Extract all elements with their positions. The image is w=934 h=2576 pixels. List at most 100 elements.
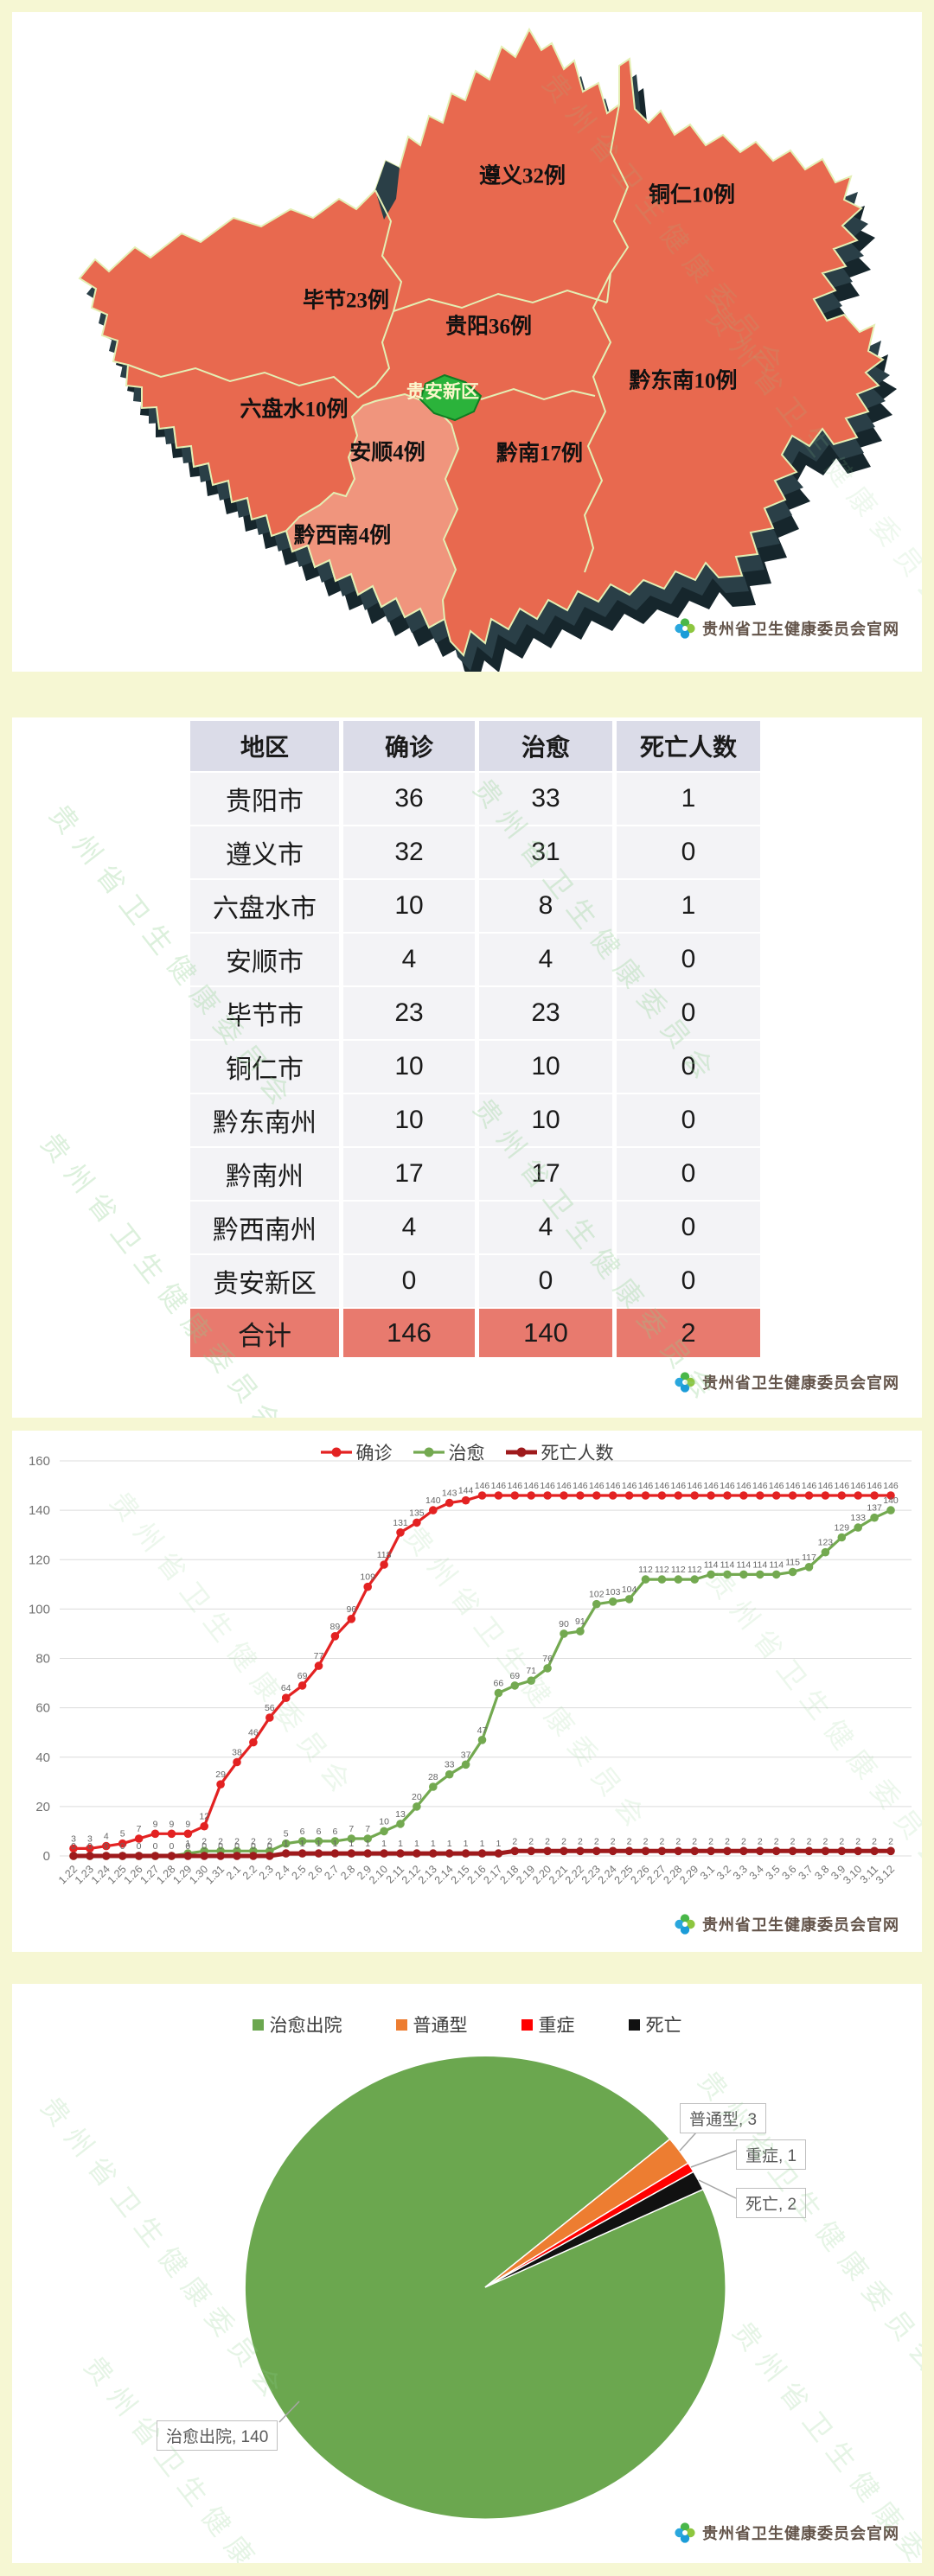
data-point — [707, 1846, 715, 1856]
legend-label: 治愈 — [448, 1444, 485, 1463]
map-region-guian — [419, 373, 483, 422]
data-label: 137 — [867, 1503, 882, 1514]
y-axis-tick-label: 40 — [35, 1750, 50, 1765]
table-cell: 0 — [617, 826, 760, 878]
data-label: 146 — [622, 1481, 637, 1491]
data-point — [477, 1491, 487, 1500]
table-total-cell: 2 — [617, 1309, 760, 1357]
data-point — [494, 1688, 503, 1698]
data-label: 0 — [169, 1841, 174, 1852]
table-cell: 1 — [617, 880, 760, 932]
data-label: 6 — [317, 1827, 322, 1837]
table-total-row: 合计 146 140 2 — [190, 1309, 764, 1357]
data-label: 1 — [381, 1839, 387, 1849]
data-label: 146 — [475, 1481, 490, 1491]
data-point — [347, 1849, 356, 1858]
data-label: 103 — [605, 1587, 621, 1597]
site-watermark: 贵州省卫生健康委员会官网 — [675, 1371, 899, 1393]
legend-item: 普通型 — [395, 2012, 468, 2037]
data-point — [102, 1852, 111, 1860]
pie-callout-death: 死亡, 2 — [736, 2188, 807, 2218]
data-label: 146 — [736, 1481, 752, 1491]
data-label: 146 — [769, 1481, 784, 1491]
x-axis-date-label: 1.31 — [203, 1863, 227, 1886]
site-watermark-label: 贵州省卫生健康委员会官网 — [702, 1374, 899, 1392]
pie-callout-normal: 普通型, 3 — [680, 2103, 767, 2133]
data-label: 13 — [395, 1809, 406, 1820]
data-point — [771, 1491, 781, 1500]
line-chart-legend: 确诊 治愈 死亡人数 — [12, 1439, 922, 1465]
map-region-border — [393, 289, 608, 312]
data-point — [167, 1829, 176, 1839]
data-label: 89 — [330, 1622, 341, 1632]
series-line-0 — [74, 1494, 891, 1850]
data-point — [314, 1661, 323, 1670]
table-row: 贵阳市 36 33 1 — [190, 773, 764, 825]
data-point — [183, 1852, 193, 1860]
data-point — [804, 1846, 814, 1856]
legend-item: 治愈出院 — [252, 2012, 342, 2037]
data-point — [461, 1495, 470, 1505]
data-point — [788, 1567, 797, 1577]
data-point — [380, 1827, 388, 1836]
data-point — [510, 1491, 520, 1500]
data-label: 114 — [720, 1559, 735, 1570]
case-type-pie-chart — [244, 2055, 737, 2520]
health-commission-logo-icon — [675, 1372, 695, 1393]
table-total-cell: 146 — [343, 1309, 475, 1357]
data-point — [854, 1491, 862, 1500]
data-point — [347, 1834, 356, 1843]
map-province-body — [78, 27, 885, 657]
data-label: 146 — [802, 1481, 817, 1491]
data-label: 90 — [559, 1619, 569, 1629]
table-cell: 32 — [343, 826, 475, 878]
data-point — [624, 1846, 634, 1856]
map-region-label: 黔南17例 — [496, 441, 583, 466]
data-point — [837, 1533, 847, 1542]
data-label: 5 — [284, 1829, 289, 1840]
data-label: 146 — [508, 1481, 523, 1491]
data-label: 2 — [758, 1836, 763, 1846]
data-label: 0 — [120, 1841, 125, 1852]
trend-line-chart-panel: 确诊 治愈 死亡人数 0 20 40 60 80 100 120 140 160 1.22 1.23 1.… — [12, 1431, 922, 1952]
data-label: 140 — [883, 1495, 899, 1506]
table-cell: 1 — [617, 773, 760, 825]
data-point — [560, 1491, 568, 1500]
data-label: 37 — [461, 1750, 471, 1760]
data-label: 71 — [526, 1666, 536, 1676]
data-label: 7 — [365, 1824, 370, 1834]
table-cell: 黔西南州 — [190, 1202, 339, 1253]
map-notch-shadow — [375, 161, 400, 220]
data-point — [167, 1852, 176, 1860]
data-point — [86, 1852, 94, 1860]
data-label: 1 — [317, 1839, 322, 1849]
table-header-cell: 地区 — [190, 721, 339, 771]
data-label: 0 — [153, 1841, 158, 1852]
data-label: 1 — [464, 1839, 469, 1849]
data-label: 96 — [346, 1604, 356, 1615]
data-label: 29 — [215, 1769, 226, 1780]
legend-swatch-icon — [628, 2018, 640, 2031]
map-region-border — [127, 364, 359, 399]
data-point — [560, 1846, 568, 1856]
data-label: 146 — [850, 1481, 866, 1491]
data-point — [804, 1491, 814, 1500]
data-point — [200, 1821, 208, 1831]
data-label: 77 — [314, 1651, 324, 1661]
data-label: 114 — [769, 1559, 784, 1570]
data-point — [576, 1491, 585, 1500]
data-label: 1 — [185, 1839, 190, 1849]
data-point — [249, 1738, 258, 1747]
data-label: 146 — [835, 1481, 850, 1491]
data-point — [380, 1560, 388, 1569]
data-label: 69 — [509, 1671, 520, 1681]
data-label: 144 — [458, 1486, 474, 1496]
data-point — [707, 1570, 715, 1579]
legend-marker-icon — [320, 1447, 352, 1457]
data-point — [494, 1491, 503, 1500]
data-label: 2 — [741, 1836, 746, 1846]
data-label: 1 — [332, 1839, 337, 1849]
data-label: 146 — [589, 1481, 605, 1491]
data-point — [461, 1849, 470, 1858]
